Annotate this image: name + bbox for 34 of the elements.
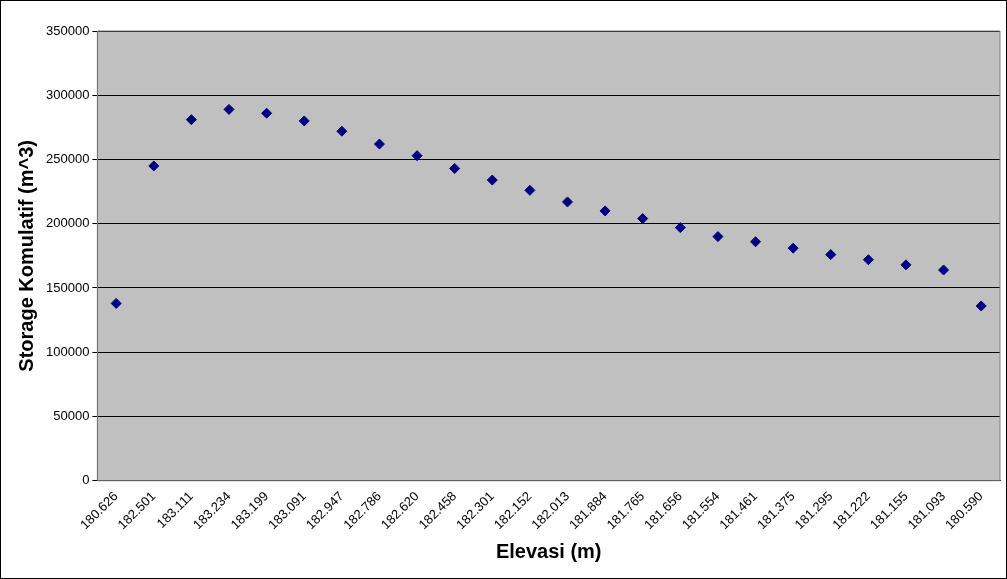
point [787,242,799,254]
point [298,115,310,127]
point [712,231,724,243]
point [486,174,498,186]
y-tick-label: 150000 [45,279,90,295]
point [373,138,385,150]
point [562,196,573,208]
point [938,264,950,276]
y-tick-label: 300000 [45,86,90,102]
point [674,222,686,234]
point [975,300,987,312]
x-axis-title: Elevasi (m) [495,539,602,562]
point [185,114,197,126]
y-tick-label: 0 [82,472,90,488]
y-tick-label: 250000 [45,151,90,167]
point [336,125,348,137]
point [223,103,235,115]
y-tick-label: 350000 [45,22,90,38]
point [148,160,160,172]
point [599,205,611,217]
y-tick-label: 50000 [53,408,90,424]
point [825,249,837,261]
point [750,236,762,248]
point [110,297,122,309]
point [449,162,461,174]
point [862,254,874,266]
point [411,150,423,162]
y-tick-label: 200000 [45,215,90,231]
point [900,259,912,271]
y-tick-label: 100000 [45,343,90,359]
point [261,107,273,119]
point [637,213,649,225]
y-axis-title: Storage Komulatif (m^3) [14,140,37,372]
point [524,184,536,196]
